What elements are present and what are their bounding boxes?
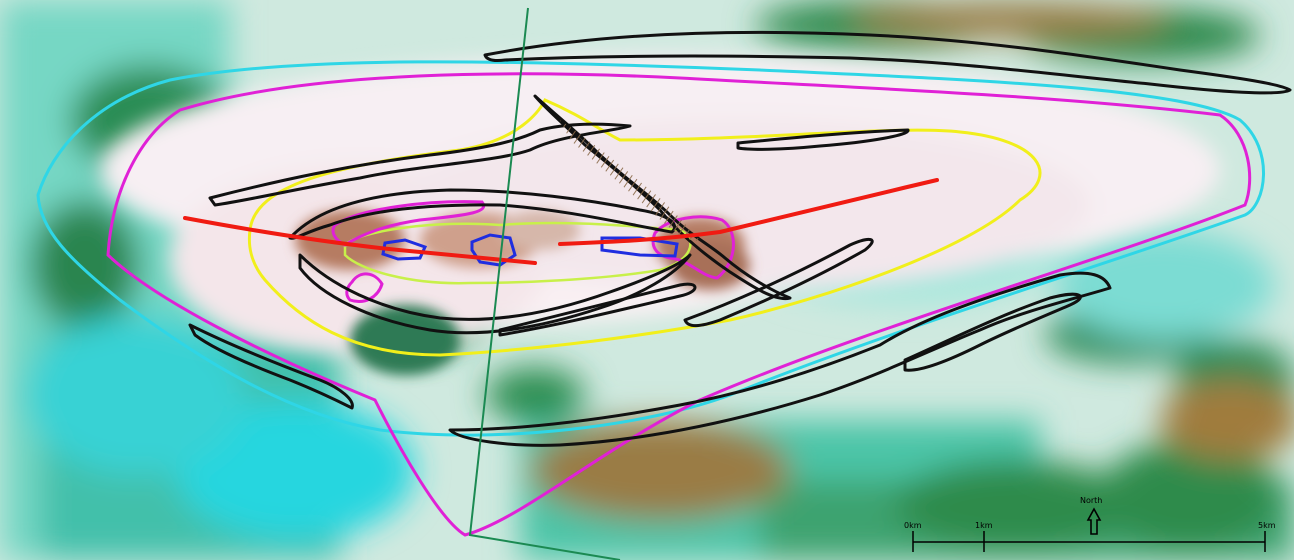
black-outline-inner-benches [288,188,677,240]
black-outline-upper-bench [208,122,632,207]
cyan-boundary-outline [36,60,1265,437]
hatched-slope-area [560,120,700,241]
magenta-boundary-outline [106,72,1252,537]
red-section-line-east [558,178,939,246]
map-overlays [36,7,1292,560]
black-outline-west-tail [188,323,354,410]
blue-pit-outline-1 [381,238,428,261]
north-label: North [1080,496,1102,505]
scale-label-5km: 5km [1258,521,1276,530]
black-outline-north-ridge [483,30,1292,95]
scale-label-1km: 1km [975,521,993,530]
black-outline-east-bench [683,237,874,328]
black-feature-outlines [188,30,1292,447]
scale-label-0km: 0km [904,521,922,530]
yellow-boundary-outline [247,98,1042,357]
north-arrow-icon [1086,507,1102,535]
black-outline-south-bench [298,253,692,335]
black-outline-east-lobe [903,292,1082,372]
lime-zone-outline [343,221,692,285]
red-section-line-west [183,216,537,265]
black-outline-east-arm [736,128,910,151]
black-outline-south-edge [448,271,1112,447]
black-outline-southeast-arm [498,282,697,337]
north-arrow: North [1080,496,1102,535]
scale-bar: 0km 1km 5km [904,521,1276,552]
green-survey-line [468,7,621,560]
